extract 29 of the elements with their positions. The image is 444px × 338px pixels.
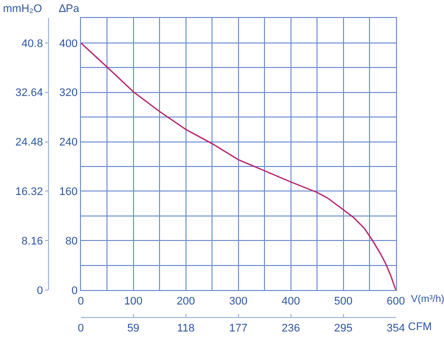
x-tick-label: 300 xyxy=(229,295,248,308)
x2-tick-label: 236 xyxy=(282,322,300,334)
y2-tick-label: 24.48 xyxy=(15,136,43,149)
y-tick-label: 320 xyxy=(59,87,78,100)
x2-tick-label: 59 xyxy=(127,322,140,334)
y2-tick-label: 32.64 xyxy=(15,87,43,100)
x-axis-title: V(m³/h) xyxy=(411,294,444,305)
x2-tick-label: 118 xyxy=(177,322,195,334)
x2-axis-title: CFM xyxy=(408,321,432,333)
y-tick-label: 80 xyxy=(65,235,78,248)
x-tick-label: 600 xyxy=(386,295,406,308)
x2-tick-label: 177 xyxy=(229,322,248,334)
y2-tick-label: 8.16 xyxy=(22,235,43,248)
x-tick-label: 200 xyxy=(176,295,195,308)
y2-tick-label: 16.32 xyxy=(15,186,43,198)
x-tick-label: 500 xyxy=(334,295,353,308)
line-series xyxy=(80,42,396,290)
y-tick-label: 160 xyxy=(59,186,78,198)
y2-axis-title: mmH₂O xyxy=(3,3,43,15)
y-tick-label: 240 xyxy=(59,136,78,149)
y-tick-label: 400 xyxy=(59,38,78,50)
y-axis-title: ∆Pa xyxy=(59,3,80,15)
y2-tick-label: 0 xyxy=(36,284,43,297)
y2-tick-label: 40.8 xyxy=(22,38,43,50)
x-tick-label: 100 xyxy=(124,295,142,308)
x2-tick-label: 354 xyxy=(386,322,406,334)
y-tick-label: 0 xyxy=(71,284,78,297)
x-tick-label: 400 xyxy=(282,295,300,308)
x2-tick-label: 295 xyxy=(334,322,353,334)
